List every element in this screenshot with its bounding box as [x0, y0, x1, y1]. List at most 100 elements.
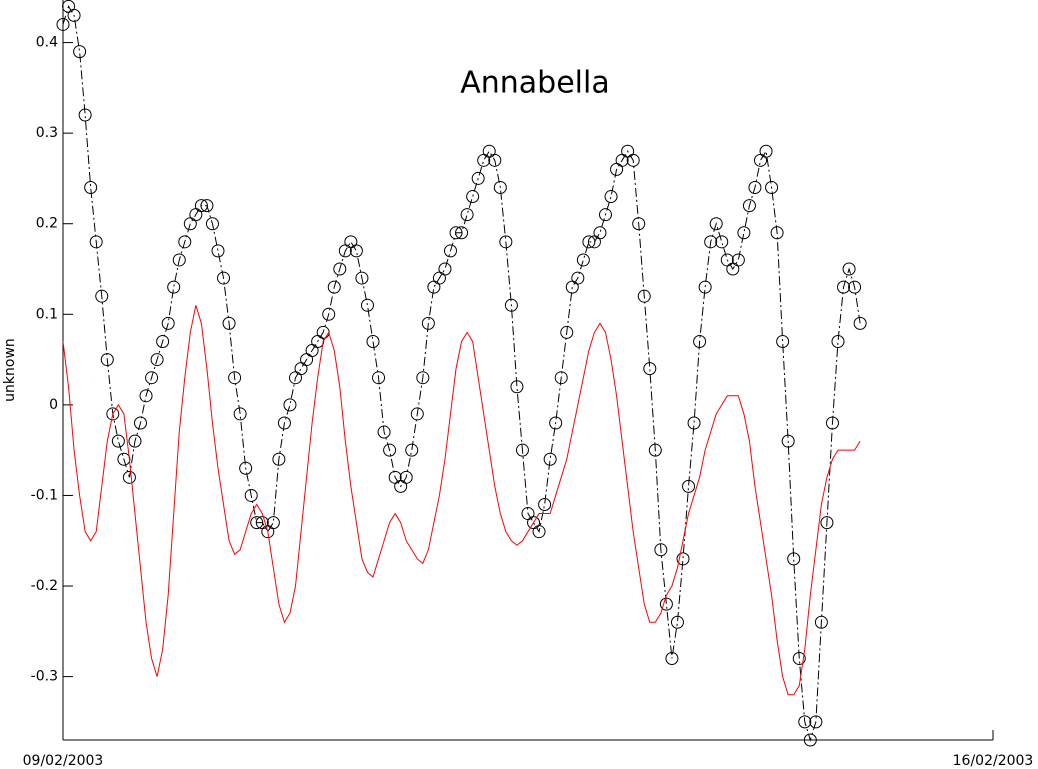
- y-tick-label: -0.3: [31, 669, 58, 685]
- data-point: [128, 434, 142, 448]
- data-point: [565, 280, 579, 294]
- data-point: [571, 271, 585, 285]
- data-point: [471, 171, 485, 185]
- data-point: [776, 334, 790, 348]
- data-point: [222, 316, 236, 330]
- y-tick-label: 0.3: [36, 125, 58, 141]
- data-point: [543, 452, 557, 466]
- data-point: [272, 452, 286, 466]
- data-point: [183, 217, 197, 231]
- data-point: [349, 244, 363, 258]
- data-point: [145, 371, 159, 385]
- data-point: [853, 316, 867, 330]
- data-point: [100, 353, 114, 367]
- data-point: [84, 180, 98, 194]
- data-point: [205, 217, 219, 231]
- data-point: [416, 371, 430, 385]
- data-point: [682, 479, 696, 493]
- data-point: [770, 226, 784, 240]
- data-point: [427, 280, 441, 294]
- data-point: [532, 525, 546, 539]
- data-point: [676, 552, 690, 566]
- data-point: [150, 353, 164, 367]
- y-tick-label: -0.1: [31, 487, 58, 503]
- data-point: [504, 298, 518, 312]
- data-point: [460, 208, 474, 222]
- chart-title: Annabella: [460, 66, 610, 101]
- data-point: [167, 280, 181, 294]
- data-point: [233, 407, 247, 421]
- data-point: [659, 597, 673, 611]
- data-point: [759, 144, 773, 158]
- data-point: [598, 208, 612, 222]
- data-point: [637, 289, 651, 303]
- data-point: [488, 153, 502, 167]
- data-point: [438, 262, 452, 276]
- data-point: [515, 443, 529, 457]
- data-point: [294, 362, 308, 376]
- data-point: [604, 190, 618, 204]
- data-point: [549, 416, 563, 430]
- x-tick-label: 16/02/2003: [953, 753, 1034, 769]
- data-point: [194, 199, 208, 213]
- data-point: [89, 235, 103, 249]
- data-point: [421, 316, 435, 330]
- data-point: [814, 615, 828, 629]
- y-tick-label: -0.2: [31, 578, 58, 594]
- data-point: [178, 235, 192, 249]
- data-point: [372, 371, 386, 385]
- data-point: [161, 316, 175, 330]
- data-point: [560, 325, 574, 339]
- data-point: [228, 371, 242, 385]
- data-point: [792, 651, 806, 665]
- data-point: [737, 226, 751, 240]
- data-point: [133, 416, 147, 430]
- data-point: [139, 389, 153, 403]
- data-point: [670, 615, 684, 629]
- data-point: [831, 334, 845, 348]
- data-point: [111, 434, 125, 448]
- series-line: [62, 305, 861, 696]
- data-point: [327, 280, 341, 294]
- y-axis-label: unknown: [2, 338, 18, 402]
- data-point: [809, 715, 823, 729]
- data-point: [200, 199, 214, 213]
- data-point: [582, 235, 596, 249]
- data-point: [837, 280, 851, 294]
- data-point: [787, 552, 801, 566]
- data-point: [765, 180, 779, 194]
- data-point: [848, 280, 862, 294]
- data-point: [693, 334, 707, 348]
- x-tick-label: 09/02/2003: [23, 753, 104, 769]
- data-point: [626, 153, 640, 167]
- data-point: [803, 733, 817, 747]
- data-point: [333, 262, 347, 276]
- data-point: [344, 235, 358, 249]
- data-point: [122, 470, 136, 484]
- data-point: [576, 253, 590, 267]
- data-point: [643, 362, 657, 376]
- data-point: [449, 226, 463, 240]
- data-point: [493, 180, 507, 194]
- data-point: [731, 253, 745, 267]
- series-line: [62, 5, 861, 742]
- data-point: [283, 398, 297, 412]
- data-point: [687, 416, 701, 430]
- data-point: [709, 217, 723, 231]
- data-point: [798, 715, 812, 729]
- data-point: [654, 543, 668, 557]
- data-point: [466, 190, 480, 204]
- data-point: [250, 516, 264, 530]
- data-point: [482, 144, 496, 158]
- data-point: [277, 416, 291, 430]
- data-point: [322, 307, 336, 321]
- data-point: [172, 253, 186, 267]
- data-point: [754, 153, 767, 167]
- y-tick-label: 0.4: [36, 35, 58, 51]
- data-point: [73, 45, 87, 59]
- data-point: [56, 17, 70, 31]
- data-point: [698, 280, 712, 294]
- data-point: [704, 235, 718, 249]
